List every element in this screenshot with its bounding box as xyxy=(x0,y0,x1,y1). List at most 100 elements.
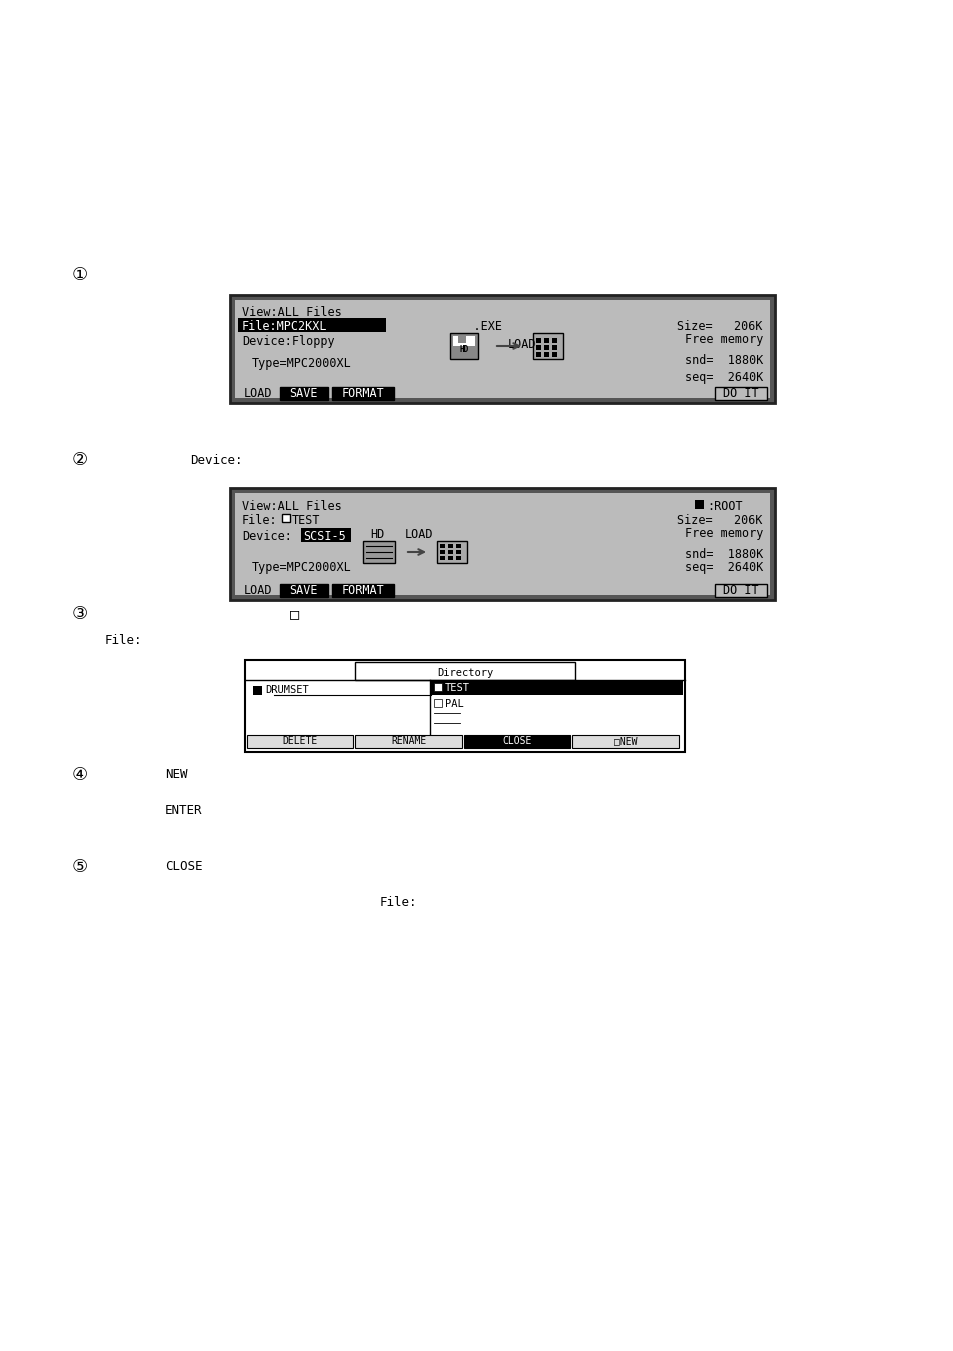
Bar xyxy=(282,513,290,521)
Bar xyxy=(543,353,548,357)
Text: View:ALL Files: View:ALL Files xyxy=(242,307,341,319)
Bar xyxy=(436,540,467,563)
Text: NEW: NEW xyxy=(165,769,188,781)
Text: Directory: Directory xyxy=(436,667,493,678)
Bar xyxy=(456,557,460,561)
Text: DO IT: DO IT xyxy=(722,386,758,400)
Text: seq=  2640K: seq= 2640K xyxy=(684,370,762,384)
Bar xyxy=(434,684,441,690)
Bar xyxy=(714,386,766,400)
Text: □NEW: □NEW xyxy=(614,736,637,747)
Text: snd=  1880K: snd= 1880K xyxy=(684,354,762,366)
Text: ②: ② xyxy=(71,451,88,469)
Text: TEST: TEST xyxy=(444,684,469,693)
Bar xyxy=(234,300,769,399)
Bar xyxy=(439,550,444,554)
Text: SAVE: SAVE xyxy=(290,584,318,597)
Text: File:: File: xyxy=(379,897,417,909)
Bar xyxy=(450,332,477,359)
Text: ⑤: ⑤ xyxy=(71,858,88,875)
Bar xyxy=(355,735,461,748)
Text: Type=MPC2000XL: Type=MPC2000XL xyxy=(252,562,352,574)
Text: .EXE: .EXE xyxy=(388,319,501,332)
Text: FORMAT: FORMAT xyxy=(341,584,384,597)
Text: SAVE: SAVE xyxy=(290,386,318,400)
Bar xyxy=(230,488,774,600)
Text: LOAD: LOAD xyxy=(405,528,433,540)
Text: Device:Floppy: Device:Floppy xyxy=(242,335,335,349)
Text: DO IT: DO IT xyxy=(722,584,758,597)
Text: LOAD: LOAD xyxy=(244,386,273,400)
Text: Device:: Device: xyxy=(190,454,242,466)
Bar xyxy=(572,735,679,748)
Text: LOAD: LOAD xyxy=(507,338,536,351)
Bar xyxy=(552,338,557,343)
Bar xyxy=(533,332,562,359)
Bar xyxy=(363,540,395,563)
Bar xyxy=(439,557,444,561)
Bar xyxy=(448,544,453,549)
Text: ④: ④ xyxy=(71,766,88,784)
Text: CLOSE: CLOSE xyxy=(165,861,202,874)
Bar xyxy=(456,550,460,554)
Text: File:MPC2KXL: File:MPC2KXL xyxy=(242,319,327,332)
Bar xyxy=(552,345,557,350)
Bar xyxy=(280,584,328,597)
Bar xyxy=(301,528,351,542)
Text: DELETE: DELETE xyxy=(282,736,317,747)
Bar xyxy=(463,735,570,748)
Bar xyxy=(332,584,394,597)
Bar xyxy=(280,386,328,400)
Bar xyxy=(253,686,262,694)
Text: File:: File: xyxy=(105,634,142,647)
Bar xyxy=(245,661,684,753)
Bar xyxy=(536,345,540,350)
Text: DRUMSET: DRUMSET xyxy=(265,685,309,694)
Text: TEST: TEST xyxy=(292,513,320,527)
Text: :ROOT: :ROOT xyxy=(706,500,741,512)
Text: Type=MPC2000XL: Type=MPC2000XL xyxy=(252,358,352,370)
Text: snd=  1880K: snd= 1880K xyxy=(684,547,762,561)
Text: Free memory: Free memory xyxy=(684,332,762,346)
Bar xyxy=(543,345,548,350)
Text: ①: ① xyxy=(71,266,88,284)
Text: RENAME: RENAME xyxy=(391,736,426,747)
Text: Size=   206K: Size= 206K xyxy=(677,319,762,332)
Bar xyxy=(456,544,460,549)
Text: ③: ③ xyxy=(71,605,88,623)
Text: CLOSE: CLOSE xyxy=(502,736,532,747)
Bar xyxy=(714,584,766,597)
Text: FORMAT: FORMAT xyxy=(341,386,384,400)
Bar xyxy=(247,735,354,748)
Text: SCSI-5: SCSI-5 xyxy=(303,530,345,543)
Text: LOAD: LOAD xyxy=(244,584,273,597)
Text: Device:: Device: xyxy=(242,530,292,543)
Text: □: □ xyxy=(290,607,299,621)
Bar xyxy=(448,550,453,554)
Bar xyxy=(453,336,475,346)
Bar xyxy=(439,544,444,549)
Bar xyxy=(552,353,557,357)
Text: seq=  2640K: seq= 2640K xyxy=(684,562,762,574)
Text: Size=   206K: Size= 206K xyxy=(677,513,762,527)
Bar xyxy=(695,500,703,509)
Bar xyxy=(543,338,548,343)
Bar xyxy=(536,353,540,357)
Text: PAL: PAL xyxy=(444,698,463,709)
Text: HD: HD xyxy=(370,528,384,540)
Bar xyxy=(332,386,394,400)
Text: View:ALL Files: View:ALL Files xyxy=(242,500,341,512)
Bar xyxy=(448,557,453,561)
Bar xyxy=(230,295,774,403)
Bar xyxy=(536,338,540,343)
Text: File:: File: xyxy=(242,513,277,527)
Bar xyxy=(237,317,386,332)
Text: HD: HD xyxy=(459,346,468,354)
Bar xyxy=(457,336,465,343)
Bar xyxy=(234,493,769,594)
Text: ENTER: ENTER xyxy=(165,804,202,816)
Bar xyxy=(355,662,575,680)
Bar xyxy=(431,681,682,694)
Bar xyxy=(434,698,441,707)
Text: Free memory: Free memory xyxy=(684,527,762,539)
